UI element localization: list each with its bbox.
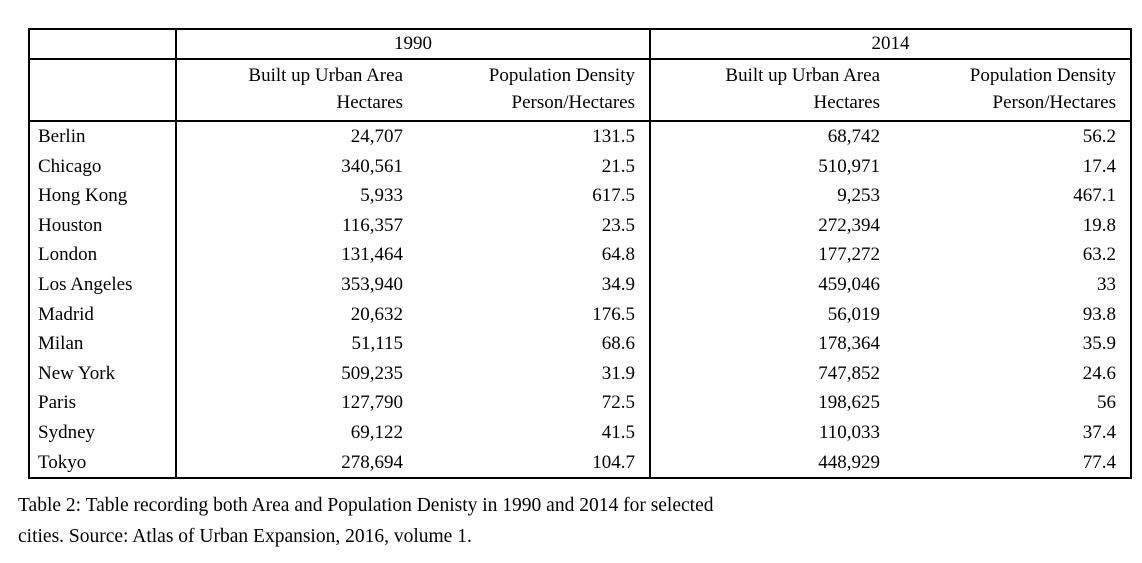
area-1990-header: Built up Urban Area Hectares (176, 59, 413, 122)
area-2014-cell: 56,019 (827, 303, 880, 325)
density-2014-cell: 17.4 (1082, 155, 1116, 177)
table-caption: Table 2: Table recording both Area and P… (18, 490, 978, 552)
city-cell: Tokyo (29, 447, 177, 479)
area-2014-cell: 68,742 (827, 126, 880, 147)
table-row: Milan 51,115 68.6 178,364 35.9 (29, 329, 1131, 359)
table-row: New York 509,235 31.9 747,852 24.6 (29, 358, 1131, 389)
density-2014-cell: 35.9 (1082, 333, 1116, 355)
area-1990-cell: 5,933 (360, 185, 403, 207)
table-row: Sydney 69,122 41.5 110,033 37.4 (29, 417, 1131, 448)
corner-cell-bottom (29, 59, 177, 122)
sub-header-row: Built up Urban Area Hectares Population … (29, 59, 1131, 122)
urban-expansion-table: 1990 2014 Built up Urban Area Hectares P… (28, 28, 1132, 480)
density-2014-cell: 37.4 (1082, 421, 1116, 443)
area-2014-header-line1: Built up Urban Area (725, 65, 880, 86)
density-1990-cell: 617.5 (413, 181, 651, 211)
area-1990-cell: 20,632 (350, 303, 403, 325)
area-1990-cell: 131,464 (341, 244, 403, 266)
city-cell: Berlin (29, 121, 177, 152)
density-2014-cell: 56.2 (1082, 126, 1116, 147)
density-1990-cell: 68.6 (413, 329, 651, 359)
table-row: Paris 127,790 72.5 198,625 56 (29, 388, 1131, 418)
city-cell: New York (29, 358, 177, 389)
city-cell: Houston (29, 210, 177, 241)
density-2014-cell: 33 (1097, 273, 1116, 295)
area-2014-cell: 177,272 (818, 244, 880, 266)
density-1990-header-line2: Person/Hectares (511, 92, 635, 113)
table-row: Madrid 20,632 176.5 56,019 93.8 (29, 299, 1131, 330)
table-row: London 131,464 64.8 177,272 63.2 (29, 240, 1131, 270)
area-1990-cell: 340,561 (341, 155, 403, 177)
year-header-2014: 2014 (650, 29, 1131, 60)
density-1990-header-line1: Population Density (488, 65, 635, 86)
area-2014-cell: 459,046 (818, 273, 880, 295)
area-1990-cell: 51,115 (351, 333, 403, 355)
density-2014-header-line2: Person/Hectares (992, 92, 1116, 113)
area-2014-cell: 272,394 (818, 214, 880, 236)
density-1990-cell: 176.5 (413, 299, 651, 330)
table-row: Houston 116,357 23.5 272,394 19.8 (29, 210, 1131, 241)
area-1990-cell: 69,122 (350, 421, 403, 443)
city-cell: Hong Kong (29, 181, 177, 211)
area-1990-header-line2: Hectares (336, 92, 403, 113)
area-1990-cell: 24,707 (350, 126, 403, 147)
area-1990-cell: 278,694 (341, 451, 403, 473)
city-cell: Madrid (29, 299, 177, 330)
table-row: Los Angeles 353,940 34.9 459,046 33 (29, 269, 1131, 300)
area-2014-header-line2: Hectares (813, 92, 880, 113)
city-cell: Sydney (29, 417, 177, 448)
density-2014-header: Population Density Person/Hectares (890, 59, 1131, 122)
density-1990-header: Population Density Person/Hectares (413, 59, 651, 122)
area-1990-cell: 509,235 (341, 362, 403, 384)
corner-cell-top (29, 29, 177, 60)
area-2014-cell: 9,253 (837, 185, 880, 207)
caption-line-2: cities. Source: Atlas of Urban Expansion… (18, 526, 472, 547)
area-1990-cell: 116,357 (341, 214, 403, 236)
table-row: Berlin 24,707 131.5 68,742 56.2 (29, 121, 1131, 152)
city-cell: Chicago (29, 151, 177, 182)
density-2014-header-line1: Population Density (969, 65, 1116, 86)
city-cell: Milan (29, 329, 177, 359)
density-1990-cell: 72.5 (413, 388, 651, 418)
density-2014-cell: 93.8 (1082, 303, 1116, 325)
city-cell: Paris (29, 388, 177, 418)
density-1990-cell: 34.9 (413, 269, 651, 300)
density-1990-cell: 41.5 (413, 417, 651, 448)
table-row: Chicago 340,561 21.5 510,971 17.4 (29, 151, 1131, 182)
caption-line-1: Table 2: Table recording both Area and P… (18, 495, 714, 516)
city-cell: London (29, 240, 177, 270)
area-1990-cell: 127,790 (341, 392, 403, 414)
density-2014-cell: 24.6 (1082, 362, 1116, 384)
density-1990-cell: 64.8 (413, 240, 651, 270)
density-1990-cell: 131.5 (413, 121, 651, 152)
area-2014-cell: 110,033 (818, 421, 880, 443)
density-2014-cell: 467.1 (1073, 185, 1116, 207)
year-header-1990: 1990 (176, 29, 651, 60)
area-2014-cell: 178,364 (818, 333, 880, 355)
table-body: Berlin 24,707 131.5 68,742 56.2 Chicago 340,56… (29, 121, 1131, 479)
area-2014-cell: 448,929 (818, 451, 880, 473)
density-2014-cell: 56 (1097, 392, 1116, 414)
density-1990-cell: 104.7 (413, 447, 651, 479)
density-2014-cell: 63.2 (1082, 244, 1116, 266)
area-2014-cell: 747,852 (818, 362, 880, 384)
density-1990-cell: 21.5 (413, 151, 651, 182)
table-row: Hong Kong 5,933 617.5 9,253 467.1 (29, 181, 1131, 211)
year-header-row: 1990 2014 (29, 29, 1131, 60)
area-2014-header: Built up Urban Area Hectares (650, 59, 890, 122)
area-2014-cell: 510,971 (818, 155, 880, 177)
density-2014-cell: 77.4 (1082, 451, 1116, 473)
table-row: Tokyo 278,694 104.7 448,929 77.4 (29, 447, 1131, 479)
density-1990-cell: 31.9 (413, 358, 651, 389)
area-1990-header-line1: Built up Urban Area (248, 65, 403, 86)
density-1990-cell: 23.5 (413, 210, 651, 241)
area-2014-cell: 198,625 (818, 392, 880, 414)
area-1990-cell: 353,940 (341, 273, 403, 295)
city-cell: Los Angeles (29, 269, 177, 300)
density-2014-cell: 19.8 (1082, 214, 1116, 236)
